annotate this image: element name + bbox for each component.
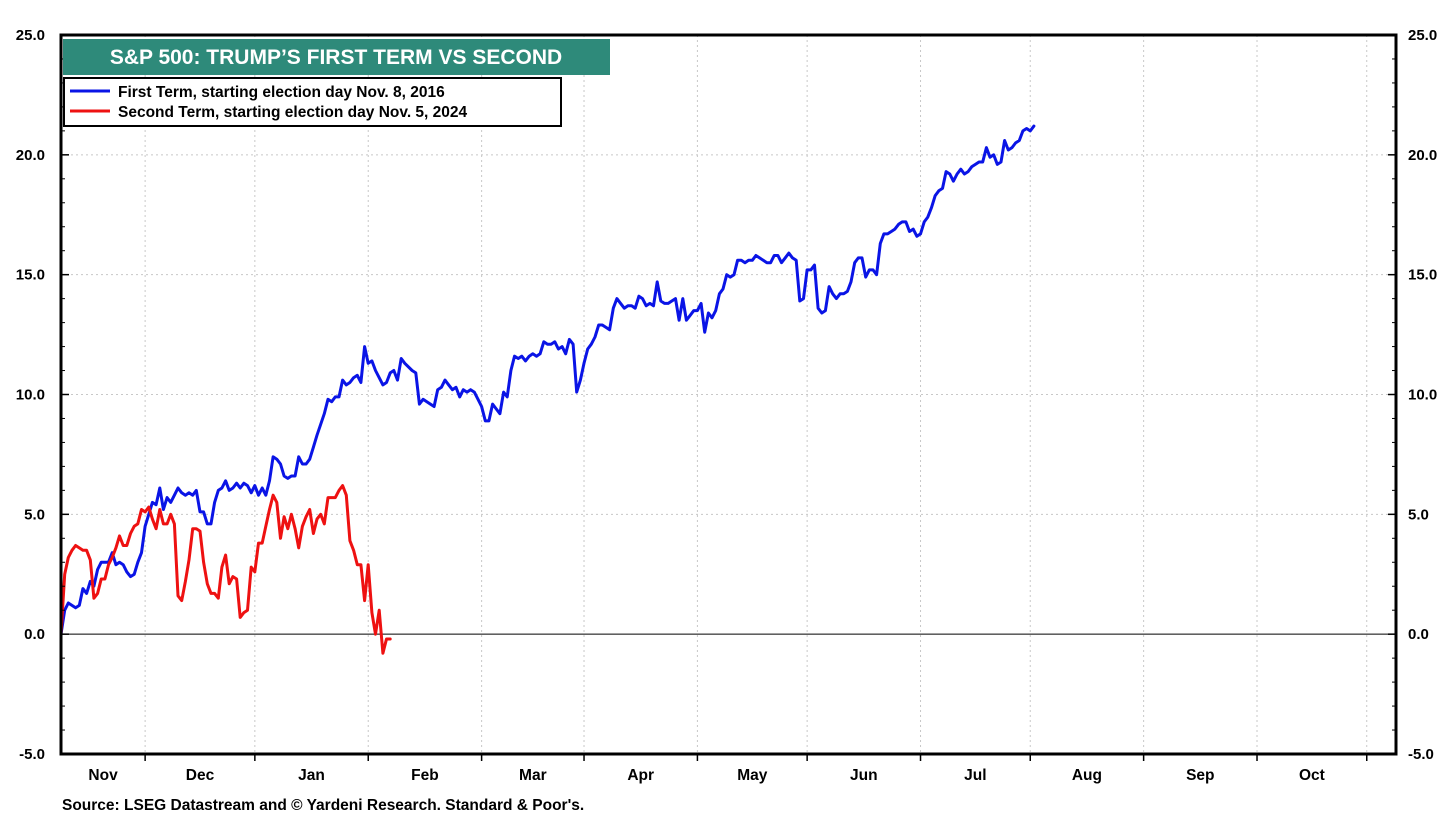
x-month-label: Oct xyxy=(1299,767,1325,784)
y-tick-label-left: 0.0 xyxy=(24,626,45,643)
x-month-label: May xyxy=(737,767,768,784)
y-tick-label-right: 20.0 xyxy=(1408,147,1437,164)
title-background xyxy=(63,39,610,75)
y-tick-label-right: 0.0 xyxy=(1408,626,1429,643)
series-line-first-term xyxy=(59,124,1036,636)
legend-label-first-term: First Term, starting election day Nov. 8… xyxy=(118,84,445,101)
series-line-second-term xyxy=(59,484,392,655)
y-tick-label-left: 5.0 xyxy=(24,506,45,523)
y-tick-label-left: 15.0 xyxy=(16,267,45,284)
y-tick-label-left: 20.0 xyxy=(16,147,45,164)
y-tick-label-left: 10.0 xyxy=(16,387,45,404)
x-month-label: Feb xyxy=(411,767,439,784)
y-tick-label-right: 15.0 xyxy=(1408,267,1437,284)
x-month-label: Mar xyxy=(519,767,547,784)
source-note: Source: LSEG Datastream and © Yardeni Re… xyxy=(62,797,584,814)
x-month-label: Apr xyxy=(627,767,654,784)
y-tick-label-left: 25.0 xyxy=(16,27,45,44)
series-lines xyxy=(59,124,1036,655)
x-month-label: Jun xyxy=(850,767,878,784)
chart-title: S&P 500: TRUMP’S FIRST TERM VS SECOND xyxy=(110,46,562,69)
grid xyxy=(61,35,1396,754)
x-month-label: Aug xyxy=(1072,767,1102,784)
y-tick-label-right: 25.0 xyxy=(1408,27,1437,44)
axes: 25.0 25.0 20.0 20.0 15.0 15.0 10.0 10.0 5.0 5.0 0.… xyxy=(16,27,1437,784)
y-tick-label-right: 5.0 xyxy=(1408,506,1429,523)
x-month-label: Jan xyxy=(298,767,325,784)
y-tick-label-left: -5.0 xyxy=(19,746,45,763)
legend: First Term, starting election day Nov. 8… xyxy=(63,77,562,127)
legend-label-second-term: Second Term, starting election day Nov. … xyxy=(118,104,468,121)
title-box: S&P 500: TRUMP’S FIRST TERM VS SECOND xyxy=(63,39,610,75)
x-month-label: Nov xyxy=(88,767,118,784)
x-month-label: Sep xyxy=(1186,767,1214,784)
legend-box xyxy=(63,77,562,127)
x-month-label: Dec xyxy=(186,767,215,784)
y-tick-label-right: 10.0 xyxy=(1408,387,1437,404)
y-tick-label-right: -5.0 xyxy=(1408,746,1434,763)
x-month-label: Jul xyxy=(964,767,986,784)
